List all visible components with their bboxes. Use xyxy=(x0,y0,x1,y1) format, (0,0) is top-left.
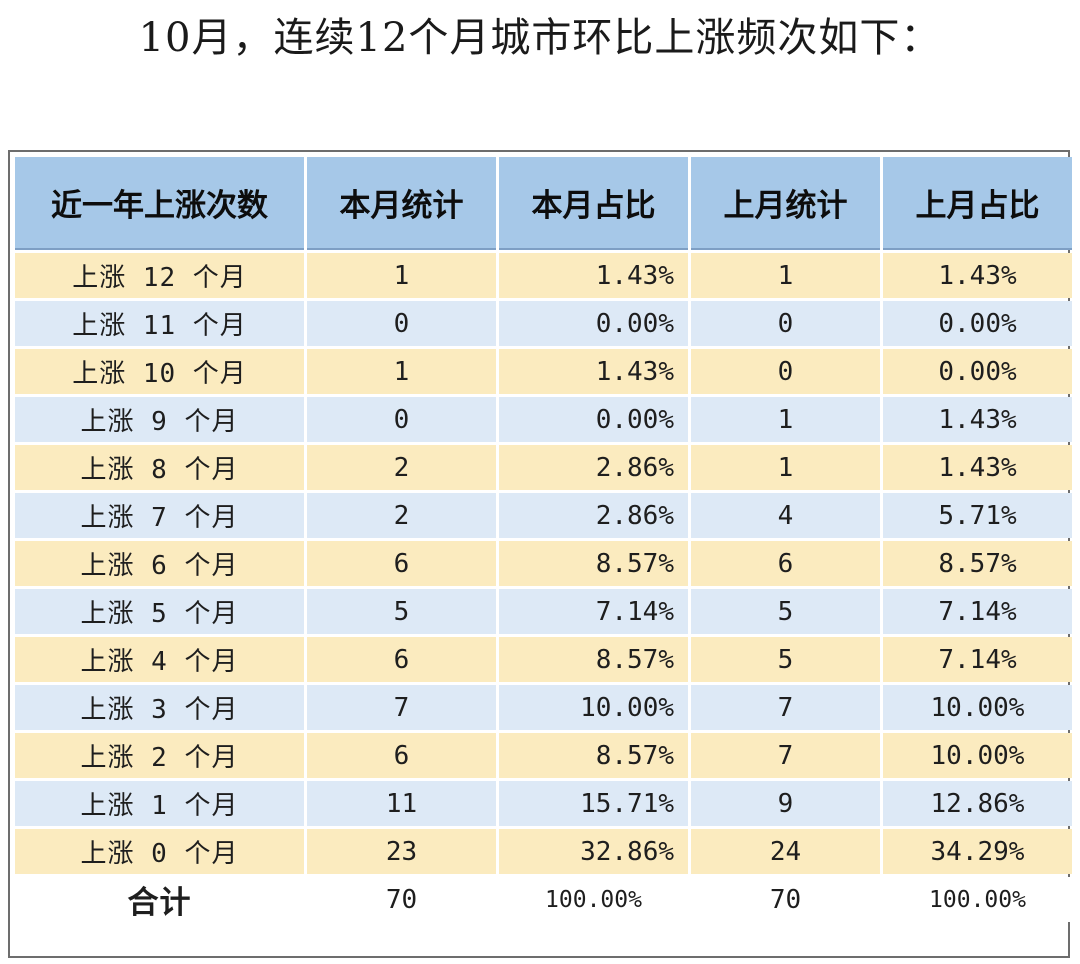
header-rise-count: 近一年上涨次数 xyxy=(15,157,304,250)
current-month-share: 0.00% xyxy=(499,397,688,442)
previous-month-share: 8.57% xyxy=(883,541,1072,586)
table-row: 上涨 3 个月 7 10.00% 7 10.00% xyxy=(15,685,1072,730)
previous-month-share: 5.71% xyxy=(883,493,1072,538)
rise-frequency-table: 近一年上涨次数 本月统计 本月占比 上月统计 上月占比 上涨 12 个月 1 1… xyxy=(12,154,1075,925)
previous-month-share: 7.14% xyxy=(883,637,1072,682)
page-title: 10月，连续12个月城市环比上涨频次如下： xyxy=(138,15,942,61)
table-row: 上涨 0 个月 23 32.86% 24 34.29% xyxy=(15,829,1072,874)
previous-month-share: 10.00% xyxy=(883,733,1072,778)
table-header-row: 近一年上涨次数 本月统计 本月占比 上月统计 上月占比 xyxy=(15,157,1072,250)
table-row: 上涨 5 个月 5 7.14% 5 7.14% xyxy=(15,589,1072,634)
table-total-row: 合计 70 100.00% 70 100.00% xyxy=(15,877,1072,922)
previous-month-share: 34.29% xyxy=(883,829,1072,874)
previous-month-share: 10.00% xyxy=(883,685,1072,730)
row-label: 上涨 11 个月 xyxy=(15,301,304,346)
previous-month-share: 0.00% xyxy=(883,349,1072,394)
current-month-share: 7.14% xyxy=(499,589,688,634)
previous-month-count: 5 xyxy=(691,589,880,634)
previous-month-count: 4 xyxy=(691,493,880,538)
current-month-share: 1.43% xyxy=(499,253,688,298)
table-row: 上涨 12 个月 1 1.43% 1 1.43% xyxy=(15,253,1072,298)
previous-month-count: 5 xyxy=(691,637,880,682)
header-current-month-share: 本月占比 xyxy=(499,157,688,250)
current-month-count: 1 xyxy=(307,253,496,298)
previous-month-share: 7.14% xyxy=(883,589,1072,634)
current-month-share: 2.86% xyxy=(499,445,688,490)
row-label: 上涨 4 个月 xyxy=(15,637,304,682)
previous-month-count: 0 xyxy=(691,301,880,346)
previous-month-count: 0 xyxy=(691,349,880,394)
row-label: 上涨 9 个月 xyxy=(15,397,304,442)
current-month-share: 2.86% xyxy=(499,493,688,538)
current-month-count: 23 xyxy=(307,829,496,874)
current-month-share: 8.57% xyxy=(499,637,688,682)
table-body: 上涨 12 个月 1 1.43% 1 1.43% 上涨 11 个月 0 0.00… xyxy=(15,253,1072,922)
current-month-count: 6 xyxy=(307,541,496,586)
current-month-count: 7 xyxy=(307,685,496,730)
table-row: 上涨 1 个月 11 15.71% 9 12.86% xyxy=(15,781,1072,826)
table-row: 上涨 10 个月 1 1.43% 0 0.00% xyxy=(15,349,1072,394)
current-month-share: 32.86% xyxy=(499,829,688,874)
total-current-month-share: 100.00% xyxy=(499,877,688,922)
table-row: 上涨 2 个月 6 8.57% 7 10.00% xyxy=(15,733,1072,778)
current-month-count: 0 xyxy=(307,301,496,346)
current-month-count: 6 xyxy=(307,637,496,682)
current-month-count: 5 xyxy=(307,589,496,634)
header-previous-month-count: 上月统计 xyxy=(691,157,880,250)
row-label: 上涨 12 个月 xyxy=(15,253,304,298)
row-label: 上涨 10 个月 xyxy=(15,349,304,394)
current-month-count: 0 xyxy=(307,397,496,442)
table-row: 上涨 7 个月 2 2.86% 4 5.71% xyxy=(15,493,1072,538)
row-label: 上涨 6 个月 xyxy=(15,541,304,586)
previous-month-share: 1.43% xyxy=(883,397,1072,442)
previous-month-share: 1.43% xyxy=(883,445,1072,490)
table-row: 上涨 11 个月 0 0.00% 0 0.00% xyxy=(15,301,1072,346)
previous-month-count: 1 xyxy=(691,445,880,490)
table-row: 上涨 4 个月 6 8.57% 5 7.14% xyxy=(15,637,1072,682)
previous-month-count: 7 xyxy=(691,733,880,778)
table-row: 上涨 9 个月 0 0.00% 1 1.43% xyxy=(15,397,1072,442)
previous-month-share: 1.43% xyxy=(883,253,1072,298)
total-previous-month-share: 100.00% xyxy=(883,877,1072,922)
row-label: 上涨 8 个月 xyxy=(15,445,304,490)
previous-month-count: 1 xyxy=(691,253,880,298)
current-month-share: 0.00% xyxy=(499,301,688,346)
previous-month-count: 1 xyxy=(691,397,880,442)
total-label: 合计 xyxy=(15,877,304,922)
current-month-count: 11 xyxy=(307,781,496,826)
row-label: 上涨 5 个月 xyxy=(15,589,304,634)
previous-month-count: 9 xyxy=(691,781,880,826)
total-current-month-count: 70 xyxy=(307,877,496,922)
current-month-share: 8.57% xyxy=(499,541,688,586)
header-current-month-count: 本月统计 xyxy=(307,157,496,250)
row-label: 上涨 0 个月 xyxy=(15,829,304,874)
total-previous-month-count: 70 xyxy=(691,877,880,922)
current-month-share: 1.43% xyxy=(499,349,688,394)
current-month-count: 6 xyxy=(307,733,496,778)
row-label: 上涨 3 个月 xyxy=(15,685,304,730)
row-label: 上涨 2 个月 xyxy=(15,733,304,778)
current-month-count: 1 xyxy=(307,349,496,394)
previous-month-share: 12.86% xyxy=(883,781,1072,826)
row-label: 上涨 7 个月 xyxy=(15,493,304,538)
previous-month-count: 6 xyxy=(691,541,880,586)
current-month-count: 2 xyxy=(307,493,496,538)
previous-month-share: 0.00% xyxy=(883,301,1072,346)
header-previous-month-share: 上月占比 xyxy=(883,157,1072,250)
current-month-share: 8.57% xyxy=(499,733,688,778)
row-label: 上涨 1 个月 xyxy=(15,781,304,826)
stats-table-frame: 近一年上涨次数 本月统计 本月占比 上月统计 上月占比 上涨 12 个月 1 1… xyxy=(8,150,1072,958)
current-month-count: 2 xyxy=(307,445,496,490)
previous-month-count: 7 xyxy=(691,685,880,730)
previous-month-count: 24 xyxy=(691,829,880,874)
current-month-share: 10.00% xyxy=(499,685,688,730)
table-row: 上涨 8 个月 2 2.86% 1 1.43% xyxy=(15,445,1072,490)
current-month-share: 15.71% xyxy=(499,781,688,826)
table-row: 上涨 6 个月 6 8.57% 6 8.57% xyxy=(15,541,1072,586)
